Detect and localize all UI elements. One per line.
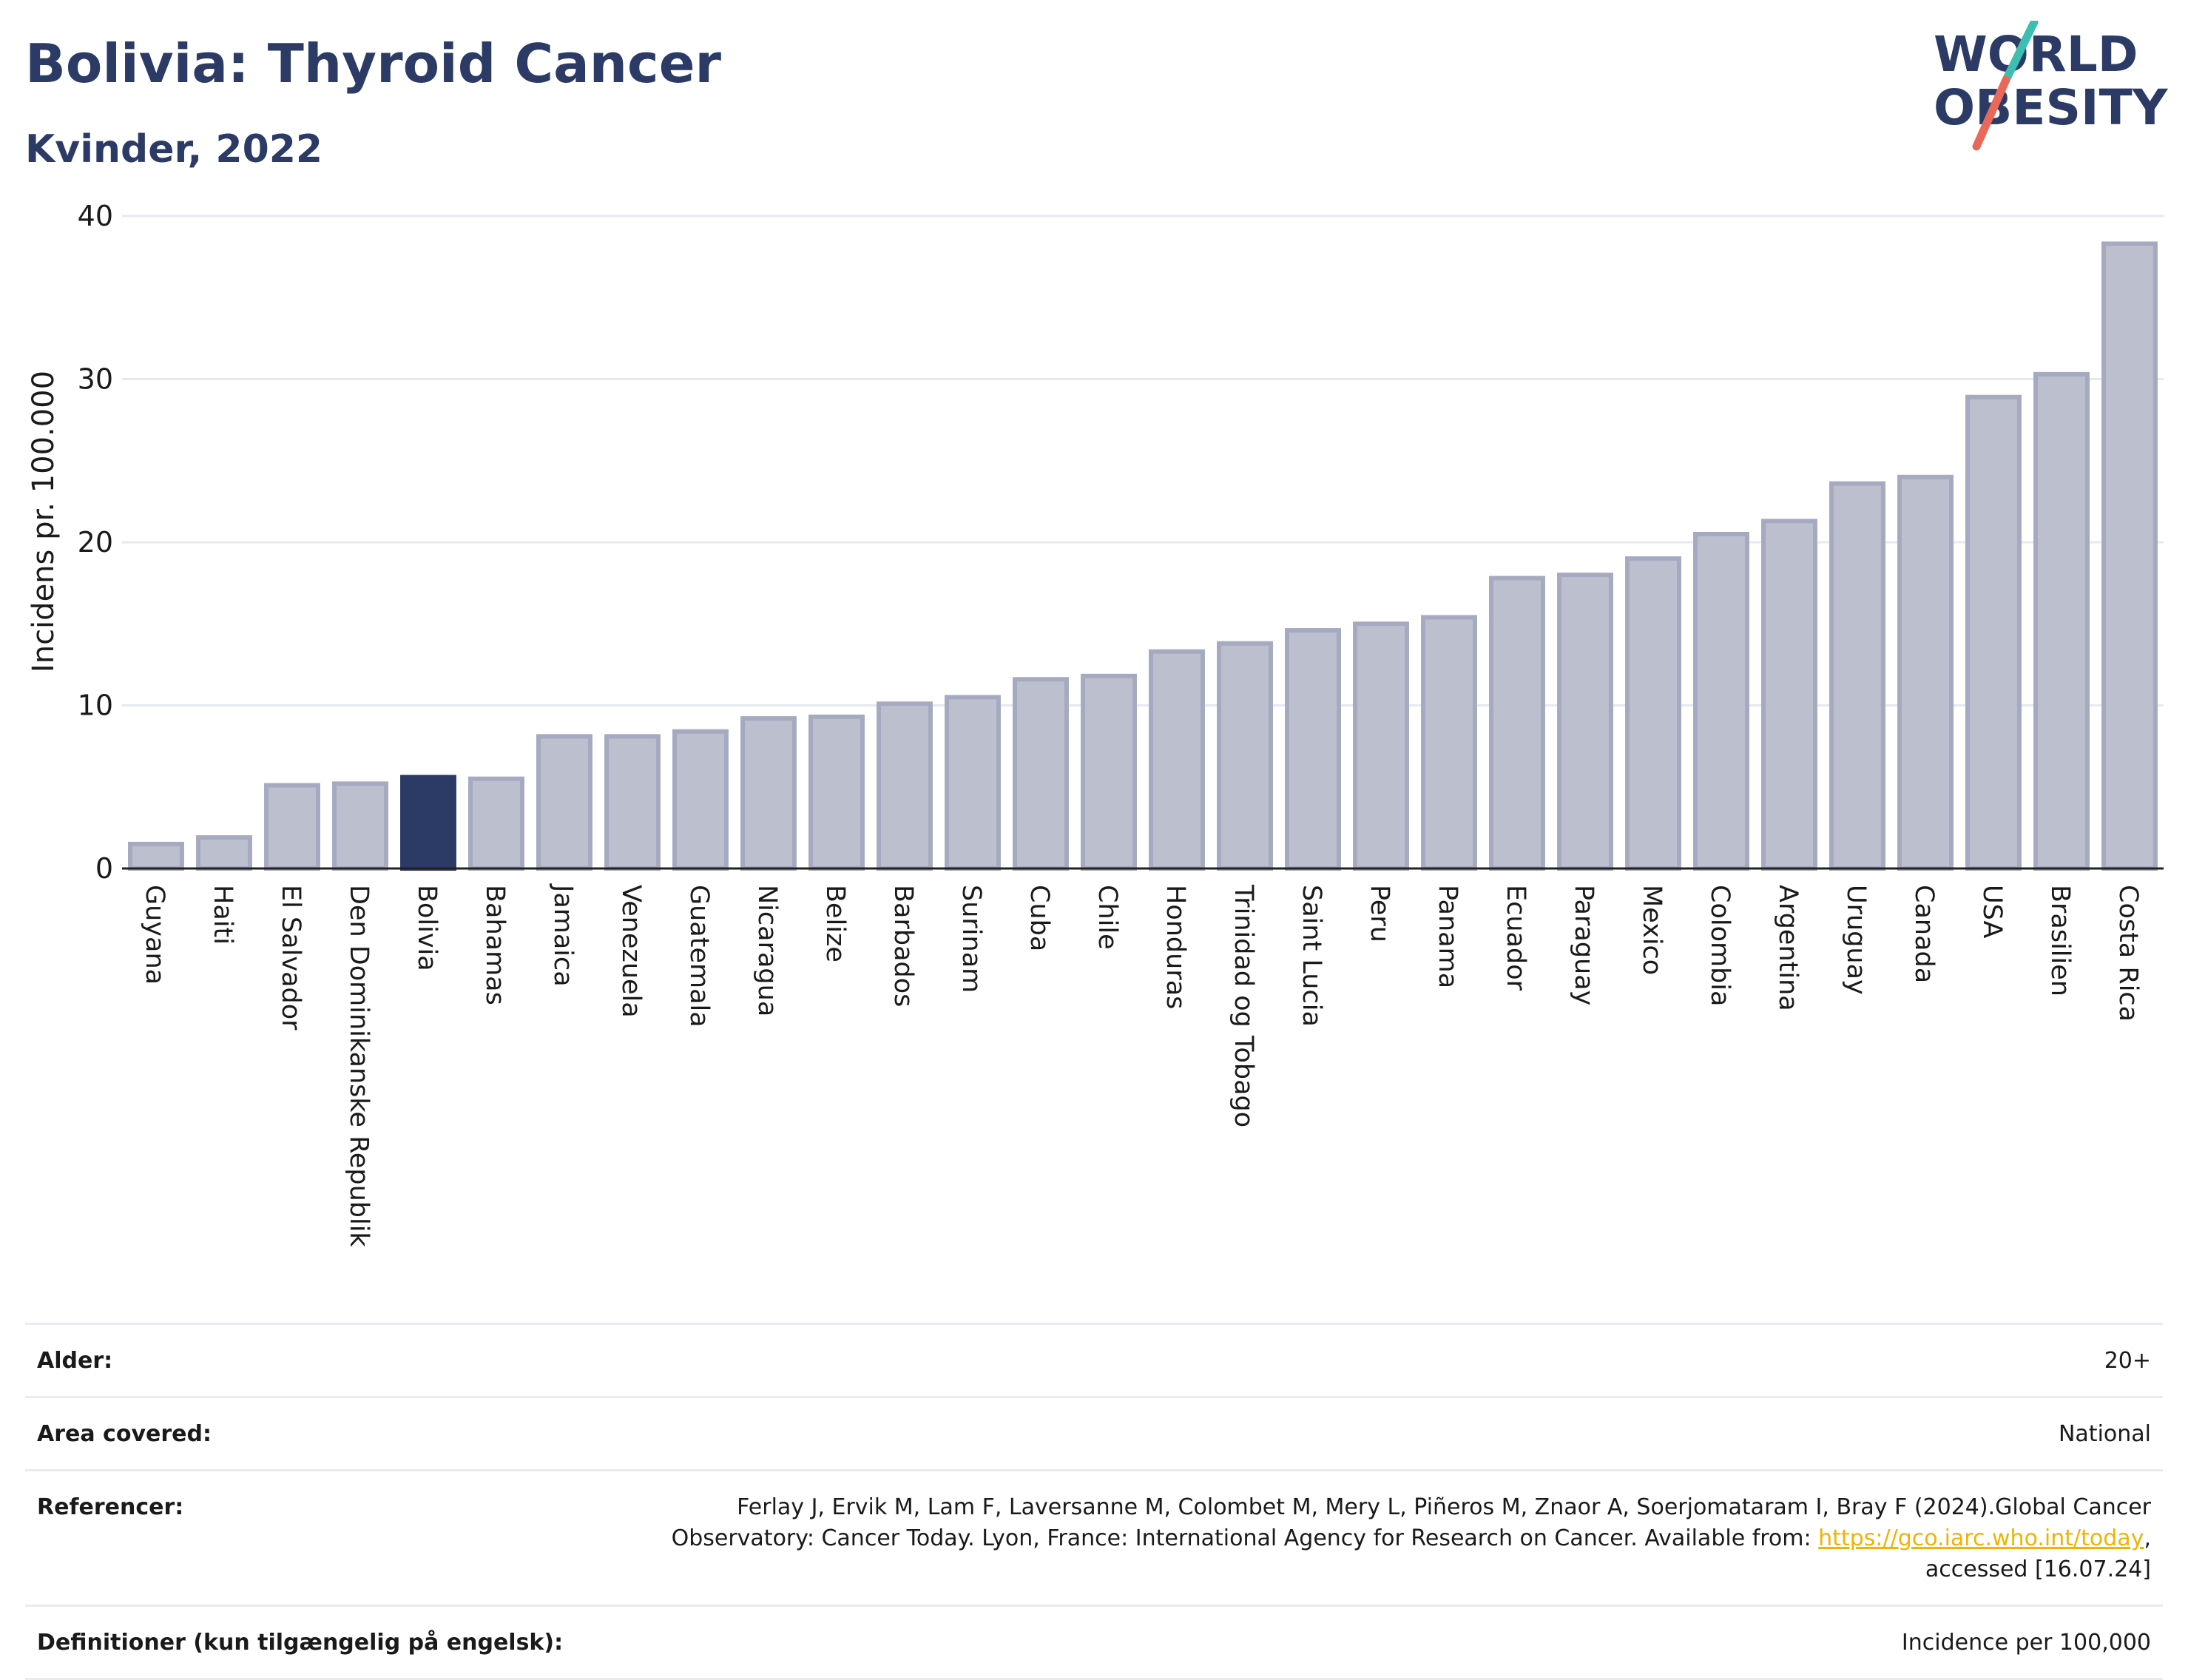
x-tick-label: Panama — [1433, 885, 1462, 988]
bar-peru[interactable] — [1353, 621, 1409, 871]
bar-mexico[interactable] — [1625, 556, 1681, 871]
bar-uruguay[interactable] — [1829, 481, 1885, 871]
bar-venezuela[interactable] — [604, 734, 661, 871]
bar-canada[interactable] — [1897, 474, 1954, 871]
bar-bahamas[interactable] — [468, 776, 524, 871]
bar-chart: 0 10 20 30 40 Guyana Haiti El Salvador Den Domi… — [27, 200, 2164, 1247]
x-tick-label: El Salvador — [276, 885, 305, 1030]
y-tick-label: 40 — [78, 200, 113, 232]
bar-colombia[interactable] — [1693, 531, 1749, 871]
info-label: Area covered: — [25, 1396, 641, 1471]
bar-argentina[interactable] — [1761, 519, 1817, 871]
x-tick-label: Ecuador — [1501, 885, 1530, 991]
x-tick-label: Argentina — [1773, 885, 1803, 1011]
logo-text-line1: WORLD — [1934, 26, 2138, 83]
bar-trinidad-og-tobago[interactable] — [1217, 641, 1273, 871]
info-value: National — [641, 1396, 2163, 1471]
bar-den-dominikanske-republik[interactable] — [332, 781, 388, 871]
page-title: Bolivia: Thyroid Cancer — [25, 33, 722, 95]
bar-belize[interactable] — [808, 714, 865, 871]
x-tick-label: Bolivia — [412, 885, 442, 971]
y-tick-labels: 0 10 20 30 40 — [78, 200, 113, 885]
info-row-area: Area covered: National — [25, 1396, 2163, 1471]
x-tick-label: Honduras — [1161, 885, 1190, 1009]
info-value: 20+ — [641, 1323, 2163, 1397]
y-tick-label: 10 — [78, 689, 113, 722]
logo-slash-bottom — [1972, 75, 2010, 151]
x-tick-label: Guyana — [140, 885, 169, 985]
x-tick-label: Costa Rica — [2113, 885, 2143, 1022]
reference-link[interactable]: https://gco.iarc.who.int/today — [1818, 1525, 2144, 1551]
x-tick-label: Trinidad og Tobago — [1229, 884, 1258, 1127]
x-tick-label: USA — [1977, 885, 2007, 938]
x-tick-label: Canada — [1909, 885, 1939, 983]
x-tick-label: Venezuela — [616, 885, 646, 1018]
y-tick-label: 20 — [78, 526, 113, 559]
bar-paraguay[interactable] — [1557, 573, 1613, 871]
bar-saint-lucia[interactable] — [1285, 628, 1341, 871]
x-tick-label: Saint Lucia — [1297, 885, 1326, 1027]
grid-layer — [122, 215, 2164, 706]
y-tick-label: 0 — [95, 852, 113, 885]
x-tick-label: Peru — [1365, 885, 1394, 942]
x-tick-label: Bahamas — [480, 885, 510, 1005]
logo-slash-top — [2002, 21, 2039, 84]
bar-barbados[interactable] — [877, 701, 933, 871]
bar-haiti[interactable] — [196, 835, 252, 871]
info-row-references: Referencer: Ferlay J, Ervik M, Lam F, La… — [25, 1469, 2163, 1606]
bar-nicaragua[interactable] — [740, 716, 797, 871]
info-label: Alder: — [25, 1323, 641, 1397]
bar-ecuador[interactable] — [1489, 576, 1545, 871]
world-obesity-logo: WORLD OBESITY — [1934, 21, 2169, 151]
x-tick-label: Barbados — [888, 885, 918, 1007]
reference-text: Ferlay J, Ervik M, Lam F, Laversanne M, … — [671, 1494, 2151, 1551]
bar-guyana[interactable] — [128, 841, 184, 871]
reference-accessed: , accessed [16.07.24] — [1925, 1525, 2151, 1582]
bar-usa[interactable] — [1965, 394, 2022, 871]
y-axis-label: Incidens pr. 100.000 — [27, 371, 61, 672]
x-tick-label: Paraguay — [1569, 885, 1598, 1005]
x-tick-label: Nicaragua — [752, 885, 782, 1016]
bar-guatemala[interactable] — [672, 729, 729, 871]
logo-text-line2: OBESITY — [1934, 79, 2169, 136]
x-tick-label: Uruguay — [1841, 885, 1871, 995]
bar-costa-rica[interactable] — [2101, 241, 2158, 871]
x-tick-label: Den Dominikanske Republik — [344, 885, 374, 1247]
bar-chile[interactable] — [1081, 673, 1137, 871]
info-value: Incidence per 100,000 — [641, 1605, 2163, 1680]
bar-jamaica[interactable] — [536, 734, 592, 871]
x-tick-label: Belize — [820, 885, 850, 962]
y-tick-label: 30 — [78, 363, 113, 396]
info-table: Alder: 20+ Area covered: National Refere… — [25, 1323, 2163, 1680]
bar-bolivia[interactable] — [400, 775, 456, 871]
x-tick-label: Jamaica — [548, 883, 578, 987]
x-tick-label: Cuba — [1024, 885, 1054, 951]
info-label: Referencer: — [25, 1469, 641, 1606]
x-tick-label: Brasilien — [2045, 885, 2075, 996]
x-tick-label: Haiti — [208, 885, 237, 945]
bar-el-salvador[interactable] — [264, 783, 320, 871]
bar-panama[interactable] — [1421, 615, 1477, 871]
bar-cuba[interactable] — [1013, 677, 1069, 871]
info-value: Ferlay J, Ervik M, Lam F, Laversanne M, … — [641, 1469, 2163, 1606]
bar-brasilien[interactable] — [2033, 371, 2090, 871]
x-tick-label: Surinam — [956, 885, 986, 993]
x-tick-label: Mexico — [1637, 885, 1667, 975]
bar-surinam[interactable] — [945, 695, 1001, 871]
x-tick-label: Colombia — [1705, 885, 1735, 1006]
page-subtitle: Kvinder, 2022 — [25, 127, 323, 172]
bars-layer — [128, 241, 2158, 871]
x-tick-labels: Guyana Haiti El Salvador Den Dominikanske R… — [140, 883, 2143, 1247]
info-row-age: Alder: 20+ — [25, 1323, 2163, 1397]
x-tick-label: Chile — [1093, 885, 1122, 950]
x-tick-label: Guatemala — [684, 885, 714, 1028]
bar-honduras[interactable] — [1149, 649, 1205, 871]
